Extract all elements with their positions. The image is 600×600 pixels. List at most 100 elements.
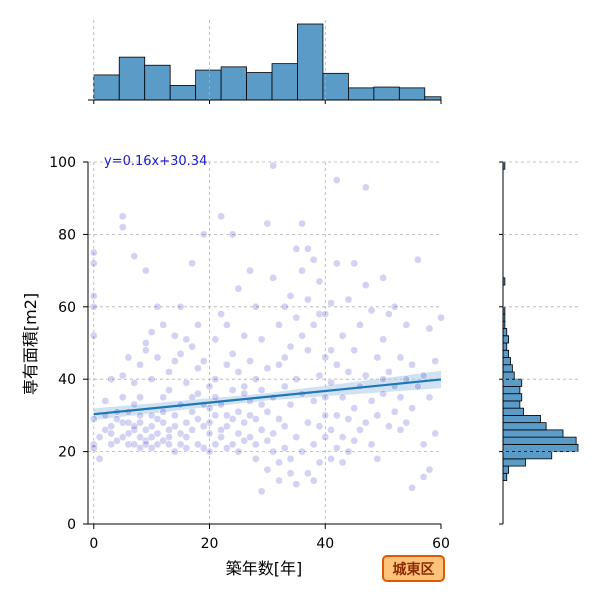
scatter-point — [136, 433, 144, 441]
scatter-point — [315, 310, 324, 318]
scatter-point — [269, 273, 278, 282]
scatter-point — [194, 389, 202, 398]
scatter-point — [246, 266, 254, 275]
x-tick-label: 0 — [89, 536, 98, 552]
scatter-point — [182, 418, 191, 427]
scatter-point — [165, 368, 173, 376]
x-hist-bar — [246, 72, 273, 101]
scatter-point — [176, 350, 185, 358]
scatter-points — [89, 161, 445, 496]
scatter-point — [194, 321, 202, 329]
scatter-point — [338, 393, 347, 402]
y-hist-bar — [502, 393, 523, 402]
scatter-point — [246, 357, 254, 365]
scatter-point — [118, 418, 127, 427]
x-tick-label: 60 — [432, 536, 450, 552]
scatter-point — [257, 400, 266, 409]
scatter-point — [194, 440, 202, 449]
scatter-point — [130, 252, 139, 260]
scatter-point — [107, 422, 115, 431]
scatter-point — [280, 444, 289, 452]
scatter-point — [217, 310, 225, 318]
scatter-point — [292, 313, 301, 322]
scatter-point — [304, 469, 312, 478]
scatter-point — [338, 331, 347, 340]
scatter-point — [327, 426, 335, 434]
x-hist-bar — [195, 69, 222, 101]
scatter-point — [356, 426, 364, 434]
scatter-point — [223, 411, 231, 420]
scatter-point — [234, 407, 243, 416]
scatter-point — [147, 328, 156, 336]
scatter-point — [344, 295, 353, 304]
scatter-point — [130, 378, 139, 387]
scatter-point — [240, 418, 249, 427]
scatter-point — [251, 375, 260, 384]
scatter-point — [298, 219, 306, 228]
scatter-point — [327, 454, 335, 463]
scatter-point — [350, 346, 359, 355]
scatter-point — [350, 404, 359, 413]
scatter-point — [130, 422, 139, 431]
scatter-point — [147, 375, 156, 384]
scatter-point — [142, 440, 150, 449]
scatter-point — [367, 397, 376, 405]
scatter-point — [315, 277, 324, 286]
scatter-point — [147, 411, 156, 420]
scatter-point — [344, 415, 353, 423]
scatter-point — [182, 444, 191, 452]
y-hist-bar — [502, 436, 577, 445]
tick-labels: 0 20 40 60 0 20 40 60 80 100 — [49, 155, 450, 552]
scatter-point — [327, 346, 335, 355]
y-hist-bar — [502, 400, 521, 409]
scatter-point — [130, 400, 139, 409]
scatter-point — [286, 292, 295, 300]
scatter-point — [182, 335, 191, 344]
scatter-point — [396, 393, 405, 402]
scatter-point — [321, 353, 330, 362]
ward-badge-box — [382, 555, 445, 582]
scatter-point — [309, 255, 318, 264]
regression-fit-line — [93, 378, 442, 416]
scatter-point — [153, 440, 162, 449]
scatter-point — [373, 353, 382, 362]
scatter-point — [89, 415, 98, 423]
scatter-point — [228, 440, 237, 449]
scatter-point — [240, 436, 249, 445]
scatter-point — [194, 415, 202, 423]
y-hist-bar — [502, 349, 510, 358]
scatter-point — [280, 302, 289, 311]
scatter-point — [228, 386, 237, 394]
scatter-point — [286, 454, 295, 463]
scatter-point — [142, 266, 150, 275]
scatter-point — [228, 415, 237, 423]
scatter-point — [205, 404, 214, 413]
scatter-point — [170, 422, 179, 431]
scatter-point — [385, 310, 393, 318]
scatter-point — [199, 357, 208, 365]
scatter-point — [309, 476, 318, 485]
scatter-point — [246, 433, 254, 441]
scatter-point — [223, 321, 231, 329]
scatter-point — [390, 302, 399, 311]
scatter-point — [379, 335, 387, 344]
scatter-point — [136, 444, 144, 452]
scatter-point — [205, 447, 214, 456]
y-tick-label: 60 — [58, 300, 76, 316]
scatter-point — [240, 331, 249, 340]
scatter-point — [153, 415, 162, 423]
scatter-point — [402, 418, 411, 427]
scatter-point — [205, 382, 214, 391]
scatter-point — [170, 331, 179, 340]
y-hist-bar — [502, 414, 541, 424]
scatter-point — [321, 433, 330, 441]
scatter-point — [101, 397, 110, 405]
scatter-point — [89, 292, 98, 300]
scatter-point — [159, 407, 168, 416]
scatter-point — [205, 418, 214, 427]
scatter-point — [101, 426, 110, 434]
scatter-point — [118, 223, 127, 232]
scatter-point — [130, 440, 139, 449]
scatter-point — [170, 411, 179, 420]
regression-equation: y=0.16x+30.34 — [104, 154, 207, 169]
